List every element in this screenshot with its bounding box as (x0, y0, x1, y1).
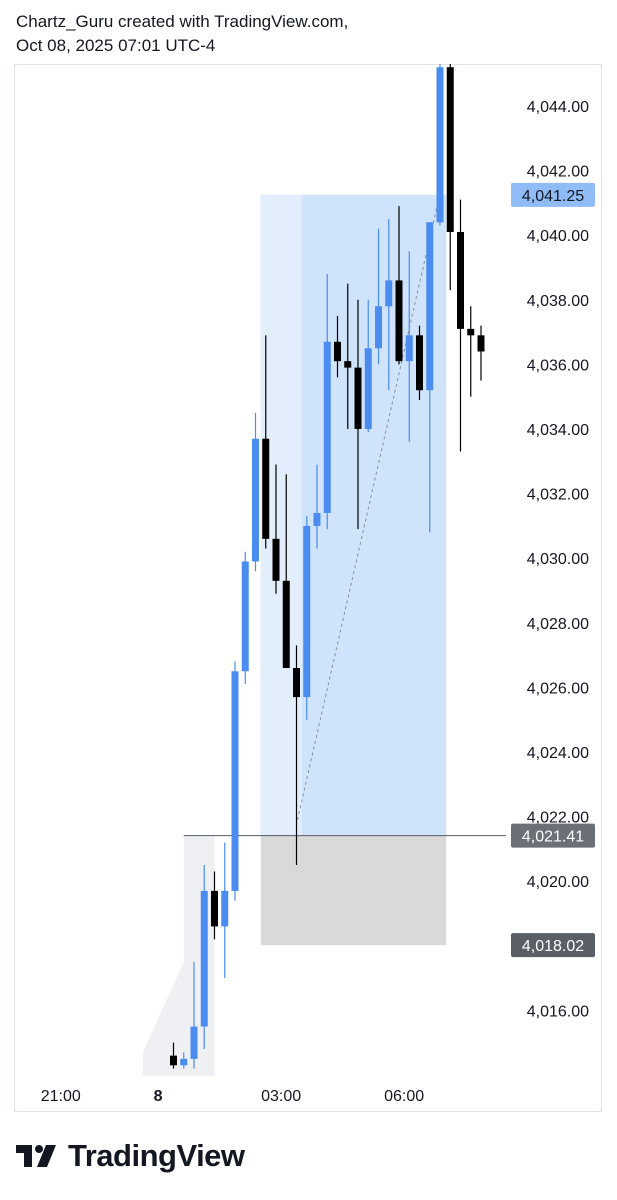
target-price-tag: 4,041.25 (522, 188, 584, 205)
y-tick-label: 4,022.00 (527, 810, 589, 827)
candle-body (457, 231, 464, 329)
candle-body (334, 341, 341, 362)
y-tick-label: 4,020.00 (527, 874, 589, 891)
candle-body (190, 1026, 198, 1059)
candle[interactable] (170, 1042, 177, 1069)
candle-body (293, 668, 300, 698)
y-tick-label: 4,036.00 (527, 357, 589, 374)
tradingview-logo-icon (16, 1145, 56, 1167)
candle[interactable] (426, 222, 434, 533)
candle[interactable] (190, 961, 198, 1069)
candle[interactable] (477, 325, 485, 381)
candle-body (426, 222, 434, 391)
candle[interactable] (457, 199, 464, 452)
entry-price-tag-bg (511, 823, 595, 848)
history-shade (142, 835, 215, 1076)
candle-body (211, 890, 218, 927)
stop-zone (260, 835, 447, 946)
stop-price-tag-bg (511, 933, 595, 958)
candle-body (323, 341, 331, 513)
candle[interactable] (323, 273, 331, 530)
y-tick-label: 4,044.00 (527, 99, 589, 116)
candle-body (252, 438, 259, 562)
candle[interactable] (313, 464, 321, 549)
candle-body (344, 361, 352, 368)
y-tick-label: 4,038.00 (527, 293, 589, 310)
x-tick-label: 21:00 (41, 1088, 81, 1105)
trade-path-line (297, 193, 441, 820)
y-tick-label: 4,026.00 (527, 680, 589, 697)
candle-body (221, 890, 229, 927)
y-tick-label: 4,040.00 (527, 228, 589, 245)
candle-body (364, 348, 372, 429)
candle-body (180, 1058, 188, 1066)
y-tick-label: 4,042.00 (527, 164, 589, 181)
candle[interactable] (252, 412, 259, 572)
candle[interactable] (221, 842, 229, 979)
candle[interactable] (405, 251, 413, 442)
tradingview-logo[interactable]: TradingView (16, 1138, 245, 1174)
y-tick-label: 4,024.00 (527, 745, 589, 762)
candle-body (303, 525, 311, 698)
candle[interactable] (344, 283, 352, 429)
candle-body (200, 890, 208, 1027)
candle[interactable] (354, 299, 362, 530)
candle-body (385, 280, 393, 307)
candle[interactable] (293, 645, 300, 866)
candle[interactable] (200, 865, 208, 1050)
candle[interactable] (241, 551, 249, 685)
candle[interactable] (375, 228, 382, 365)
x-tick-label: 8 (154, 1088, 163, 1105)
candle-body (262, 438, 270, 539)
candle[interactable] (385, 219, 393, 391)
candle-body (241, 561, 249, 672)
y-tick-label: 4,016.00 (527, 1003, 589, 1020)
chart-frame (14, 64, 602, 1112)
candle-body (395, 280, 403, 362)
y-tick-label: 4,030.00 (527, 551, 589, 568)
stop-price-tag: 4,018.02 (522, 938, 584, 955)
target-price-tag-bg (511, 182, 595, 207)
y-tick-label: 4,034.00 (527, 422, 589, 439)
author-line: Chartz_Guru created with TradingView.com… (16, 12, 349, 31)
candle[interactable] (282, 474, 290, 669)
candle-body (272, 538, 280, 581)
chart-header: Chartz_Guru created with TradingView.com… (16, 10, 348, 58)
candle-body (375, 306, 382, 349)
candle-body (170, 1055, 177, 1066)
candle[interactable] (436, 64, 444, 226)
candle[interactable] (446, 64, 454, 291)
candle[interactable] (467, 306, 475, 397)
entry-price-tag: 4,021.41 (522, 829, 584, 846)
candle-body (231, 671, 239, 891)
candle[interactable] (180, 1052, 188, 1069)
candle-body (416, 335, 423, 391)
candle[interactable] (262, 335, 270, 549)
y-tick-label: 4,028.00 (527, 616, 589, 633)
candle[interactable] (211, 871, 218, 940)
candle-body (467, 328, 475, 336)
candle[interactable] (416, 325, 423, 400)
candle[interactable] (395, 206, 403, 365)
candle-body (282, 580, 290, 669)
tradingview-wordmark: TradingView (68, 1138, 245, 1173)
candle[interactable] (364, 299, 372, 433)
candle-body (436, 67, 444, 223)
x-tick-label: 03:00 (261, 1088, 301, 1105)
timestamp-line: Oct 08, 2025 07:01 UTC-4 (16, 36, 216, 55)
candle[interactable] (272, 464, 280, 594)
candle-body (446, 67, 454, 232)
y-tick-label: 4,032.00 (527, 487, 589, 504)
candle[interactable] (334, 315, 341, 378)
candle-body (313, 512, 321, 526)
candle-body (354, 367, 362, 429)
candle[interactable] (231, 661, 239, 901)
candle-body (477, 335, 485, 352)
candle[interactable] (303, 516, 311, 720)
candle-body (405, 335, 413, 362)
x-tick-label: 06:00 (384, 1088, 424, 1105)
